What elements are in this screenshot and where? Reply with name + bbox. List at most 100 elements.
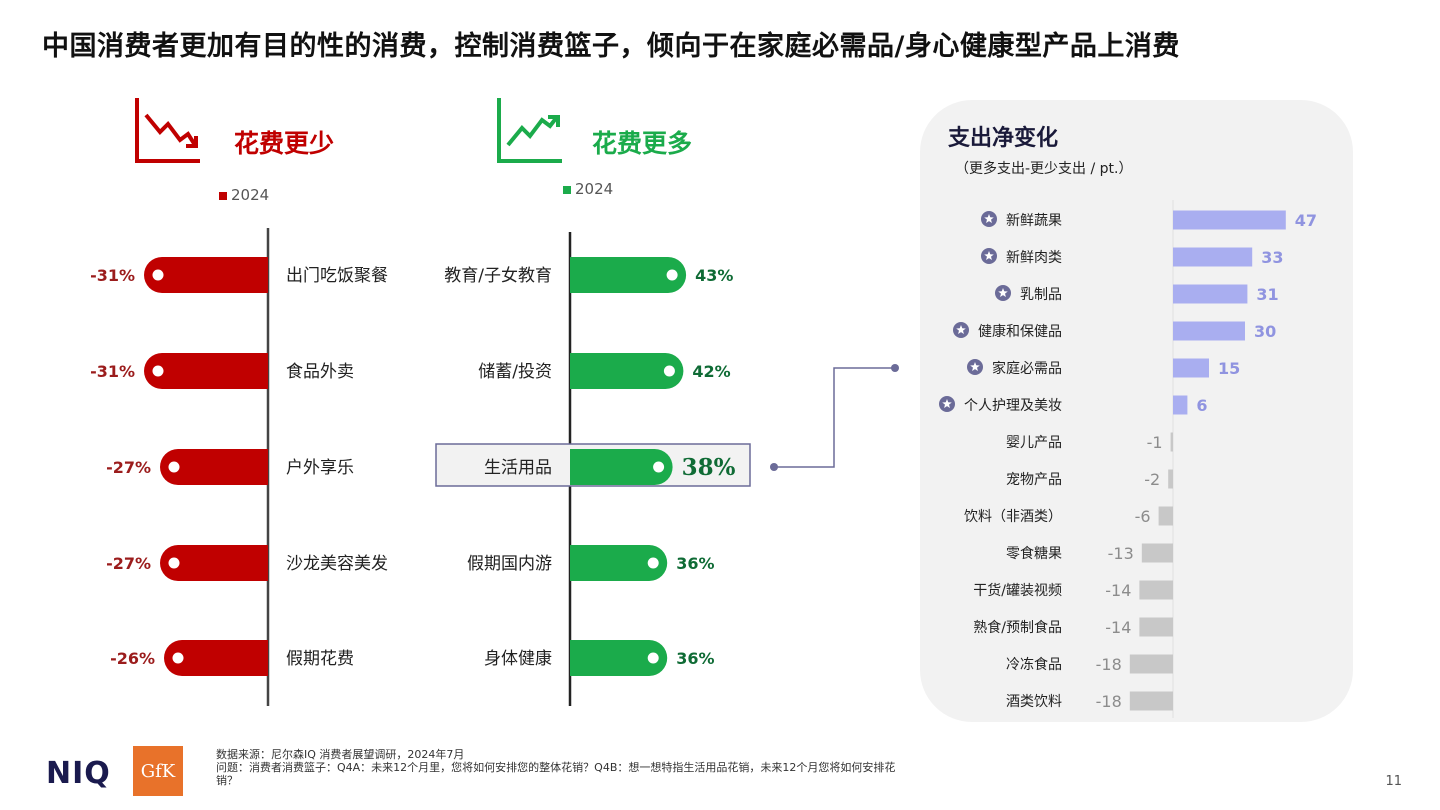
bar bbox=[144, 353, 268, 389]
bar bbox=[1173, 247, 1253, 267]
category-label: 食品外卖 bbox=[286, 362, 354, 382]
category-label: 酒类饮料 bbox=[1006, 694, 1062, 710]
category-label: 新鲜蔬果 bbox=[1006, 213, 1062, 229]
data-label: 15 bbox=[1218, 359, 1240, 378]
bar-dot bbox=[647, 557, 659, 569]
star-shape bbox=[998, 288, 1008, 298]
page-title: 中国消费者更加有目的性的消费，控制消费篮子，倾向于在家庭必需品/身心健康型产品上… bbox=[42, 31, 1180, 62]
spend-less-legend-label: 2024 bbox=[231, 186, 270, 204]
bar bbox=[1139, 580, 1173, 600]
data-label: 31 bbox=[1256, 285, 1278, 304]
net-change-chart: 47 新鲜蔬果 33 新鲜肉类 31 乳制品 30 健康和保健品 15 家庭必需品 6 个人护理及美妆… bbox=[939, 210, 1317, 711]
bar-dot bbox=[653, 461, 665, 473]
star-shape bbox=[956, 325, 966, 335]
category-label: 饮料（非酒类） bbox=[964, 509, 1062, 525]
category-label: 新鲜肉类 bbox=[1006, 250, 1062, 266]
bar bbox=[1158, 506, 1173, 526]
category-label: 宠物产品 bbox=[1006, 472, 1062, 488]
bar bbox=[1170, 432, 1173, 452]
bar-dot bbox=[152, 365, 164, 377]
net-change-panel bbox=[920, 100, 1353, 722]
bar bbox=[570, 449, 673, 485]
bar bbox=[164, 640, 268, 676]
category-label: 健康和保健品 bbox=[978, 323, 1062, 340]
spend-less-title: 花费更少 bbox=[234, 129, 335, 158]
spend-more-chart: 43% 教育/子女教育 42% 储蓄/投资 38% 生活用品 36% 假期国内游 36% 身体健康 bbox=[444, 257, 736, 676]
category-label: 冷冻食品 bbox=[1006, 656, 1062, 673]
data-label: -2 bbox=[1144, 470, 1160, 489]
gfk-logo-text: GfK bbox=[140, 760, 176, 782]
bar bbox=[1173, 321, 1245, 341]
category-label: 身体健康 bbox=[484, 649, 552, 669]
data-label: 38% bbox=[682, 454, 736, 481]
bar bbox=[1139, 617, 1173, 637]
bar bbox=[1173, 395, 1188, 415]
data-label: 42% bbox=[692, 362, 730, 381]
net-change-subtitle: （更多支出-更少支出 / pt.） bbox=[955, 161, 1133, 177]
category-label: 假期花费 bbox=[286, 649, 354, 669]
star-shape bbox=[942, 399, 952, 409]
footer-source: 数据来源：尼尔森IQ 消费者展望调研，2024年7月 bbox=[216, 748, 465, 761]
bar bbox=[570, 545, 668, 581]
category-label: 乳制品 bbox=[1020, 287, 1062, 303]
bar bbox=[1129, 654, 1173, 674]
category-label: 户外享乐 bbox=[286, 458, 354, 478]
data-label: -6 bbox=[1135, 507, 1151, 526]
data-label: 6 bbox=[1196, 396, 1207, 415]
category-label: 婴儿产品 bbox=[1006, 435, 1062, 451]
legend-swatch-more bbox=[563, 185, 571, 194]
category-label: 储蓄/投资 bbox=[478, 362, 552, 382]
bar-dot bbox=[168, 461, 180, 473]
bar-dot bbox=[168, 557, 180, 569]
spend-more-legend-label: 2024 bbox=[575, 180, 614, 198]
net-change-title: 支出净变化 bbox=[948, 126, 1059, 151]
connector-line bbox=[770, 364, 899, 471]
star-shape bbox=[984, 251, 994, 261]
bar-dot bbox=[172, 652, 184, 664]
category-label: 家庭必需品 bbox=[992, 360, 1062, 377]
trend-down-icon bbox=[135, 98, 200, 163]
data-label: -18 bbox=[1096, 692, 1122, 711]
data-label: 47 bbox=[1295, 211, 1317, 230]
data-label: 30 bbox=[1254, 322, 1276, 341]
bar bbox=[144, 257, 268, 293]
bar-dot bbox=[152, 269, 164, 281]
bar bbox=[160, 449, 268, 485]
data-label: -14 bbox=[1105, 618, 1131, 637]
bar bbox=[1173, 358, 1209, 378]
bar bbox=[570, 353, 684, 389]
star-shape bbox=[970, 362, 980, 372]
category-label: 假期国内游 bbox=[467, 554, 552, 574]
legend-swatch-less bbox=[219, 191, 227, 200]
footer-question: 问题：消费者消费篮子：Q4A：未来12个月里，您将如何安排您的整体花销？Q4B：… bbox=[216, 761, 896, 787]
data-label: 36% bbox=[676, 649, 714, 668]
category-label: 出门吃饭聚餐 bbox=[286, 266, 388, 286]
bar bbox=[570, 640, 668, 676]
bar bbox=[1168, 469, 1173, 489]
spend-less-legend: 2024 bbox=[219, 186, 269, 204]
footer-note: 数据来源：尼尔森IQ 消费者展望调研，2024年7月 问题：消费者消费篮子：Q4… bbox=[216, 748, 916, 787]
data-label: -18 bbox=[1096, 655, 1122, 674]
bar bbox=[160, 545, 268, 581]
category-label: 生活用品 bbox=[484, 458, 552, 478]
star-shape bbox=[984, 214, 994, 224]
category-label: 熟食/预制食品 bbox=[973, 619, 1062, 636]
bar bbox=[570, 257, 687, 293]
category-label: 沙龙美容美发 bbox=[286, 554, 388, 574]
page-number: 11 bbox=[1385, 774, 1402, 789]
category-label: 教育/子女教育 bbox=[444, 266, 552, 286]
bar bbox=[1129, 691, 1173, 711]
data-label: -1 bbox=[1147, 433, 1163, 452]
data-label: -27% bbox=[106, 458, 151, 477]
spend-less-chart: -31% 出门吃饭聚餐 -31% 食品外卖 -27% 户外享乐 -27% 沙龙美容美发 -26%… bbox=[90, 257, 388, 676]
bar bbox=[1173, 210, 1286, 230]
bar-dot bbox=[647, 652, 659, 664]
category-label: 零食糖果 bbox=[1006, 545, 1062, 562]
bar-dot bbox=[663, 365, 675, 377]
bar bbox=[1141, 543, 1173, 563]
data-label: 43% bbox=[695, 266, 733, 285]
bar bbox=[1173, 284, 1248, 304]
data-label: -31% bbox=[90, 266, 135, 285]
category-label: 干货/罐装视频 bbox=[973, 582, 1062, 599]
